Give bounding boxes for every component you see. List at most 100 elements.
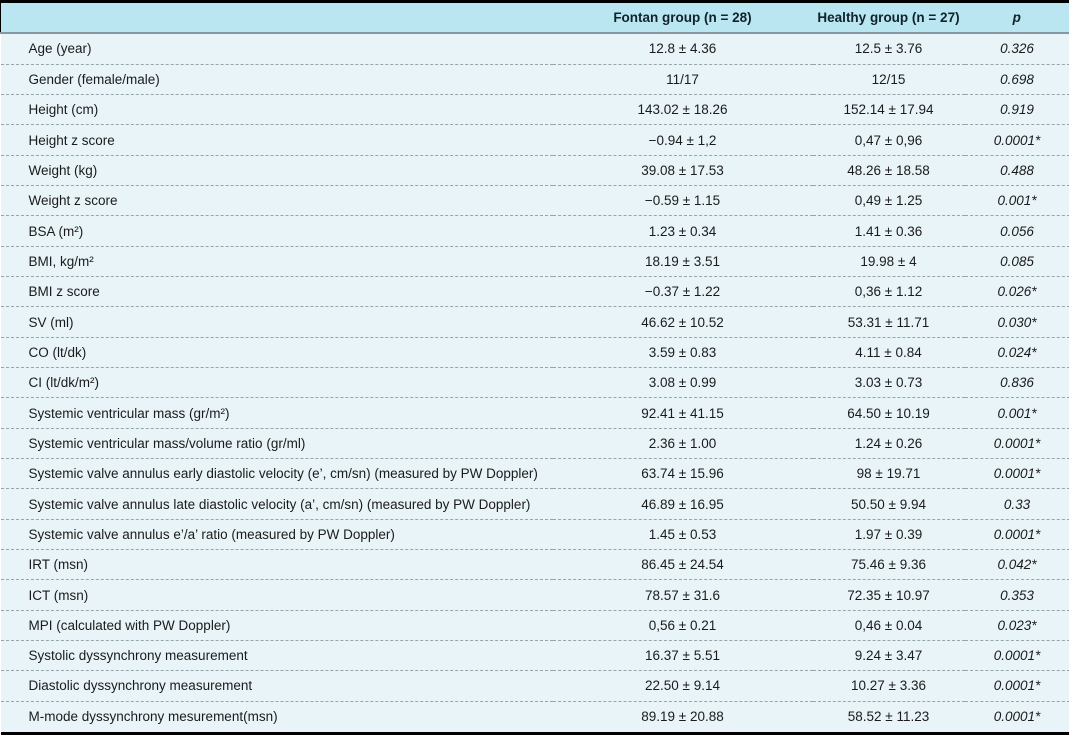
fontan-group-value: 1.23 ± 0.34 — [552, 215, 813, 247]
healthy-group-value: 3.03 ± 0.73 — [812, 367, 965, 399]
row-parameter-label: IRT (msn) — [0, 549, 553, 581]
fontan-group-value: 1.45 ± 0.53 — [552, 519, 813, 551]
fontan-group-value: −0.94 ± 1,2 — [552, 124, 813, 156]
healthy-group-value: 1.24 ± 0.26 — [812, 428, 965, 460]
p-value: 0.024* — [964, 337, 1069, 369]
fontan-group-value: 46.62 ± 10.52 — [552, 306, 813, 338]
table-row: Weight z score −0.59 ± 1.15 0,49 ± 1.25 … — [0, 185, 1069, 217]
table-row: Systemic ventricular mass/volume ratio (… — [0, 428, 1069, 460]
row-parameter-label: Age (year) — [0, 33, 553, 65]
healthy-group-value: 0,49 ± 1.25 — [812, 185, 965, 217]
table-row: Systemic ventricular mass (gr/m²) 92.41 … — [0, 397, 1069, 429]
healthy-group-value: 12.5 ± 3.76 — [812, 33, 965, 65]
column-header-p-value: p — [964, 1, 1069, 34]
table-row: Gender (female/male) 11/17 12/15 0.698 — [0, 64, 1069, 96]
healthy-group-value: 10.27 ± 3.36 — [812, 670, 965, 702]
fontan-group-value: −0.37 ± 1.22 — [552, 276, 813, 308]
healthy-group-value: 50.50 ± 9.94 — [812, 488, 965, 520]
table-row: M-mode dyssynchrony mesurement(msn) 89.1… — [0, 701, 1069, 734]
p-value: 0.042* — [964, 549, 1069, 581]
p-value: 0.001* — [964, 397, 1069, 429]
row-parameter-label: BSA (m²) — [0, 215, 553, 247]
healthy-group-value: 64.50 ± 10.19 — [812, 397, 965, 429]
p-value: 0.0001* — [964, 124, 1069, 156]
healthy-group-value: 9.24 ± 3.47 — [812, 640, 965, 672]
healthy-group-value: 75.46 ± 9.36 — [812, 549, 965, 581]
table-row: Systemic valve annulus e’/a’ ratio (meas… — [0, 519, 1069, 551]
row-parameter-label: BMI, kg/m² — [0, 246, 553, 278]
p-value: 0.0001* — [964, 640, 1069, 672]
p-value: 0.836 — [964, 367, 1069, 399]
table-header: Fontan group (n = 28) Healthy group (n =… — [0, 1, 1069, 34]
table-header-row: Fontan group (n = 28) Healthy group (n =… — [0, 1, 1069, 34]
fontan-group-value: 2.36 ± 1.00 — [552, 428, 813, 460]
table-row: CO (lt/dk) 3.59 ± 0.83 4.11 ± 0.84 0.024… — [0, 337, 1069, 369]
fontan-group-value: 22.50 ± 9.14 — [552, 670, 813, 702]
fontan-group-value: 86.45 ± 24.54 — [552, 549, 813, 581]
row-parameter-label: MPI (calculated with PW Doppler) — [0, 610, 553, 642]
p-value: 0.0001* — [964, 458, 1069, 490]
p-value: 0.0001* — [964, 701, 1069, 734]
fontan-group-value: 78.57 ± 31.6 — [552, 579, 813, 611]
healthy-group-value: 72.35 ± 10.97 — [812, 579, 965, 611]
healthy-group-value: 12/15 — [812, 64, 965, 96]
healthy-group-value: 0,47 ± 0,96 — [812, 124, 965, 156]
p-value: 0.488 — [964, 155, 1069, 187]
table-row: CI (lt/dk/m²) 3.08 ± 0.99 3.03 ± 0.73 0.… — [0, 367, 1069, 399]
healthy-group-value: 19.98 ± 4 — [812, 246, 965, 278]
table-row: ICT (msn) 78.57 ± 31.6 72.35 ± 10.97 0.3… — [0, 579, 1069, 611]
row-parameter-label: Systemic ventricular mass (gr/m²) — [0, 397, 553, 429]
p-value: 0.0001* — [964, 428, 1069, 460]
table-row: Systemic valve annulus early diastolic v… — [0, 458, 1069, 490]
table-row: Systemic valve annulus late diastolic ve… — [0, 488, 1069, 520]
table-row: MPI (calculated with PW Doppler) 0,56 ± … — [0, 610, 1069, 642]
row-parameter-label: BMI z score — [0, 276, 553, 308]
p-value: 0.023* — [964, 610, 1069, 642]
fontan-group-value: 0,56 ± 0.21 — [552, 610, 813, 642]
healthy-group-value: 1.41 ± 0.36 — [812, 215, 965, 247]
healthy-group-value: 1.97 ± 0.39 — [812, 519, 965, 551]
healthy-group-value: 152.14 ± 17.94 — [812, 94, 965, 126]
column-header-healthy-group: Healthy group (n = 27) — [812, 1, 965, 34]
table-row: SV (ml) 46.62 ± 10.52 53.31 ± 11.71 0.03… — [0, 306, 1069, 338]
row-parameter-label: ICT (msn) — [0, 579, 553, 611]
p-value: 0.0001* — [964, 519, 1069, 551]
p-value: 0.0001* — [964, 670, 1069, 702]
row-parameter-label: Height (cm) — [0, 94, 553, 126]
row-parameter-label: Weight z score — [0, 185, 553, 217]
table-row: Height z score −0.94 ± 1,2 0,47 ± 0,96 0… — [0, 124, 1069, 156]
fontan-group-value: 92.41 ± 41.15 — [552, 397, 813, 429]
fontan-group-value: 16.37 ± 5.51 — [552, 640, 813, 672]
healthy-group-value: 53.31 ± 11.71 — [812, 306, 965, 338]
p-value: 0.026* — [964, 276, 1069, 308]
fontan-group-value: 11/17 — [552, 64, 813, 96]
row-parameter-label: Systemic valve annulus late diastolic ve… — [0, 488, 553, 520]
column-header-parameter — [0, 1, 553, 34]
healthy-group-value: 0,46 ± 0.04 — [812, 610, 965, 642]
fontan-group-value: 3.08 ± 0.99 — [552, 367, 813, 399]
healthy-group-value: 4.11 ± 0.84 — [812, 337, 965, 369]
fontan-group-value: 3.59 ± 0.83 — [552, 337, 813, 369]
fontan-group-value: 89.19 ± 20.88 — [552, 701, 813, 734]
row-parameter-label: SV (ml) — [0, 306, 553, 338]
p-value: 0.030* — [964, 306, 1069, 338]
fontan-group-value: 46.89 ± 16.95 — [552, 488, 813, 520]
table-row: Systolic dyssynchrony measurement 16.37 … — [0, 640, 1069, 672]
table-row: IRT (msn) 86.45 ± 24.54 75.46 ± 9.36 0.0… — [0, 549, 1069, 581]
fontan-group-value: −0.59 ± 1.15 — [552, 185, 813, 217]
table-row: BSA (m²) 1.23 ± 0.34 1.41 ± 0.36 0.056 — [0, 215, 1069, 247]
row-parameter-label: Height z score — [0, 124, 553, 156]
table-row: Height (cm) 143.02 ± 18.26 152.14 ± 17.9… — [0, 94, 1069, 126]
healthy-group-value: 0,36 ± 1.12 — [812, 276, 965, 308]
p-value: 0.326 — [964, 33, 1069, 65]
row-parameter-label: Systolic dyssynchrony measurement — [0, 640, 553, 672]
p-value: 0.919 — [964, 94, 1069, 126]
fontan-group-value: 39.08 ± 17.53 — [552, 155, 813, 187]
table-row: Diastolic dyssynchrony measurement 22.50… — [0, 670, 1069, 702]
fontan-group-value: 12.8 ± 4.36 — [552, 33, 813, 65]
row-parameter-label: Systemic valve annulus early diastolic v… — [0, 458, 553, 490]
fontan-group-value: 63.74 ± 15.96 — [552, 458, 813, 490]
fontan-group-value: 143.02 ± 18.26 — [552, 94, 813, 126]
